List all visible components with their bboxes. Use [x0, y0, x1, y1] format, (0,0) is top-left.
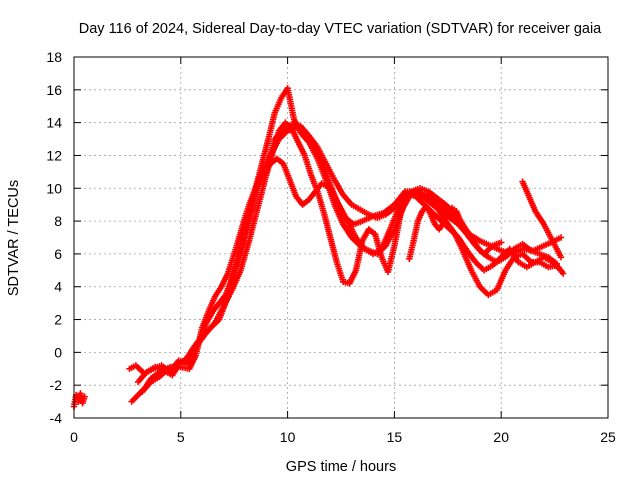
- x-tick-label: 15: [387, 429, 403, 445]
- data-points: [70, 84, 567, 410]
- y-tick-label: 16: [46, 82, 62, 98]
- y-tick-label: 12: [46, 147, 62, 163]
- x-tick-label: 5: [177, 429, 185, 445]
- series-track-a: [70, 390, 88, 410]
- series-track-e: [139, 84, 567, 395]
- chart-title: Day 116 of 2024, Sidereal Day-to-day VTE…: [79, 21, 602, 37]
- x-tick-label: 20: [493, 429, 509, 445]
- x-tick-label: 0: [70, 429, 78, 445]
- data-point: [465, 234, 473, 241]
- y-tick-label: 8: [54, 213, 62, 229]
- y-axis-label: SDTVAR / TECUs: [6, 180, 22, 296]
- data-point: [559, 270, 567, 277]
- series-track-h: [519, 178, 565, 261]
- y-tick-label: 18: [46, 49, 62, 65]
- data-point: [557, 234, 565, 241]
- plot-frame: [73, 56, 609, 419]
- y-tick-label: 4: [54, 279, 62, 295]
- x-axis-label: GPS time / hours: [286, 459, 396, 475]
- data-point: [498, 239, 505, 246]
- grid: [74, 57, 608, 418]
- data-point: [553, 260, 560, 267]
- y-tick-label: -2: [50, 377, 63, 393]
- series-track-b: [128, 124, 565, 405]
- series-track-g: [406, 203, 473, 263]
- data-point: [81, 393, 88, 400]
- y-tick-label: 14: [46, 115, 62, 131]
- y-tick-label: -4: [50, 410, 63, 426]
- ticks: [73, 56, 609, 419]
- y-tick-labels: -4 -2 0 2 4 6 8 10 12 14 16 18: [46, 49, 62, 426]
- series-track-c: [126, 155, 565, 377]
- y-tick-label: 6: [54, 246, 62, 262]
- y-tick-label: 2: [54, 312, 62, 328]
- data-point: [557, 253, 565, 261]
- x-tick-label: 25: [600, 429, 616, 445]
- y-tick-label: 0: [54, 344, 62, 360]
- x-tick-labels: 0 5 10 15 20 25: [70, 429, 616, 445]
- y-tick-label: 10: [46, 180, 62, 196]
- x-tick-label: 10: [280, 429, 296, 445]
